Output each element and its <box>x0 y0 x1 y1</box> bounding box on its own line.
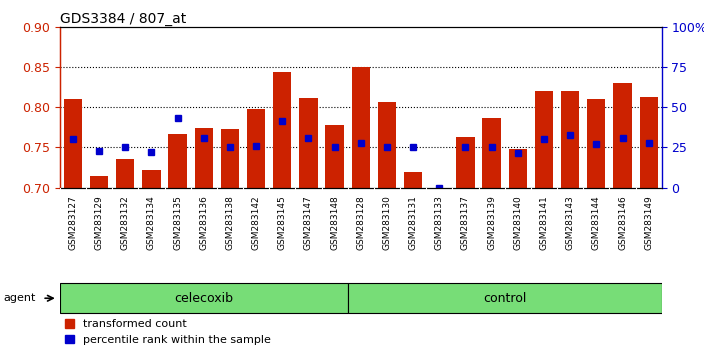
Text: GSM283142: GSM283142 <box>251 195 260 250</box>
Bar <box>613 83 631 188</box>
Text: GSM283136: GSM283136 <box>199 195 208 250</box>
Bar <box>273 73 291 188</box>
Text: GSM283139: GSM283139 <box>487 195 496 250</box>
Bar <box>639 97 658 188</box>
Bar <box>456 137 474 188</box>
Bar <box>299 98 318 188</box>
Text: GSM283135: GSM283135 <box>173 195 182 250</box>
Text: GSM283148: GSM283148 <box>330 195 339 250</box>
Bar <box>60 283 348 313</box>
Text: GSM283149: GSM283149 <box>644 195 653 250</box>
Bar <box>404 172 422 188</box>
Text: GSM283138: GSM283138 <box>225 195 234 250</box>
Bar <box>535 91 553 188</box>
Legend: transformed count, percentile rank within the sample: transformed count, percentile rank withi… <box>65 319 271 345</box>
Bar <box>247 109 265 188</box>
Bar <box>482 118 501 188</box>
Bar <box>221 129 239 188</box>
Text: GSM283141: GSM283141 <box>539 195 548 250</box>
Bar <box>142 170 161 188</box>
Text: GSM283131: GSM283131 <box>408 195 417 250</box>
Bar <box>587 99 605 188</box>
Bar <box>168 135 187 188</box>
Text: GSM283128: GSM283128 <box>356 195 365 250</box>
Bar <box>348 283 662 313</box>
Text: celecoxib: celecoxib <box>175 292 233 305</box>
Text: control: control <box>483 292 527 305</box>
Bar <box>561 91 579 188</box>
Text: GSM283134: GSM283134 <box>147 195 156 250</box>
Text: GSM283144: GSM283144 <box>592 195 601 250</box>
Bar <box>325 125 344 188</box>
Text: GSM283147: GSM283147 <box>304 195 313 250</box>
Text: GSM283127: GSM283127 <box>68 195 77 250</box>
Text: GSM283133: GSM283133 <box>435 195 444 250</box>
Text: GSM283130: GSM283130 <box>382 195 391 250</box>
Bar <box>64 99 82 188</box>
Bar <box>509 149 527 188</box>
Bar <box>194 128 213 188</box>
Bar <box>351 67 370 188</box>
Text: GSM283132: GSM283132 <box>121 195 130 250</box>
Text: GSM283143: GSM283143 <box>565 195 574 250</box>
Bar <box>378 102 396 188</box>
Text: GSM283137: GSM283137 <box>461 195 470 250</box>
Text: GSM283145: GSM283145 <box>278 195 287 250</box>
Text: GDS3384 / 807_at: GDS3384 / 807_at <box>60 12 186 25</box>
Text: GSM283140: GSM283140 <box>513 195 522 250</box>
Text: GSM283146: GSM283146 <box>618 195 627 250</box>
Text: agent: agent <box>4 293 36 303</box>
Bar <box>90 176 108 188</box>
Bar <box>116 159 134 188</box>
Text: GSM283129: GSM283129 <box>94 195 103 250</box>
